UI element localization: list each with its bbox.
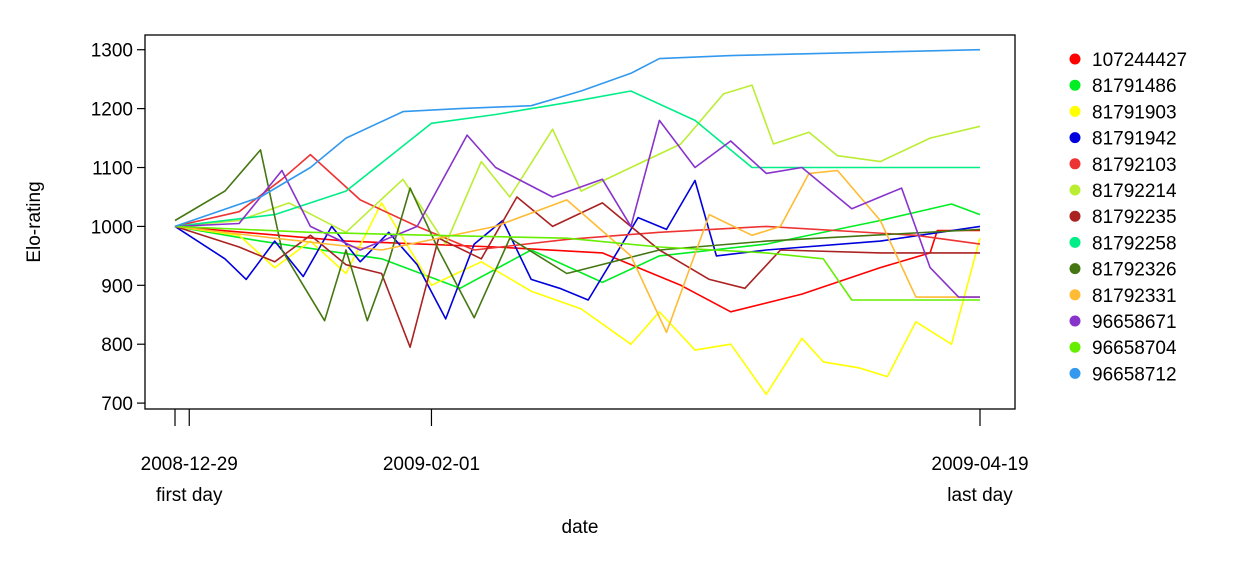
legend-marker-81791903 [1069, 105, 1081, 117]
legend-label-81792258: 81792258 [1092, 233, 1177, 254]
legend-marker-96658671 [1069, 315, 1081, 327]
series-line-81792331 [174, 169, 980, 334]
series-line-81792103 [174, 153, 981, 251]
y-axis: 700 800 900 1000 1100 1200 1300 [91, 41, 145, 415]
series-line-81791486 [174, 203, 981, 290]
x-axis: 2008-12-29 first day 2009-02-01 2009-04-19 l… [141, 409, 1029, 506]
legend-marker-81792235 [1069, 210, 1081, 222]
x-tick-label-3: 2009-04-19 [931, 454, 1028, 475]
series-line-81792258 [174, 90, 980, 228]
series-lines [174, 48, 981, 396]
legend-label-81791486: 81791486 [1092, 76, 1177, 97]
legend-label-96658704: 96658704 [1092, 338, 1177, 359]
legend-label-81792214: 81792214 [1092, 181, 1177, 202]
y-tick-label-700: 700 [101, 394, 133, 415]
legend-label-81792235: 81792235 [1092, 207, 1177, 228]
y-tick-label-1000: 1000 [91, 217, 133, 238]
series-line-107244427 [174, 225, 980, 313]
y-tick-label-1200: 1200 [91, 100, 133, 121]
legend-marker-96658712 [1069, 367, 1081, 379]
y-tick-label-1300: 1300 [91, 41, 133, 62]
legend-label-81792331: 81792331 [1092, 286, 1177, 307]
legend-marker-81791942 [1069, 132, 1081, 144]
legend-marker-107244427 [1069, 53, 1081, 65]
legend-label-96658712: 96658712 [1092, 364, 1177, 385]
series-line-81792214 [174, 84, 981, 245]
y-axis-label: Elo-rating [24, 181, 45, 262]
series-line-96658712 [174, 48, 981, 228]
x-tick-sublabel-1: first day [156, 485, 223, 506]
series-line-81792326 [174, 149, 981, 322]
legend-label-81791903: 81791903 [1092, 102, 1177, 123]
legend-marker-81792103 [1069, 158, 1081, 170]
y-tick-label-1100: 1100 [92, 159, 133, 180]
legend-label-81792103: 81792103 [1092, 155, 1177, 176]
legend-label-96658671: 96658671 [1092, 312, 1177, 333]
plot-frame [144, 34, 1016, 410]
legend-marker-81791486 [1069, 79, 1081, 91]
x-tick-sublabel-3: last day [947, 485, 1013, 506]
legend-label-81792326: 81792326 [1092, 260, 1177, 281]
series-line-81791903 [174, 202, 981, 396]
legend-label-107244427: 107244427 [1092, 50, 1187, 71]
legend-marker-96658704 [1069, 341, 1081, 353]
legend-label-81791942: 81791942 [1092, 129, 1177, 150]
legend: 107244427 81791486 81791903 81791942 8179210… [1069, 50, 1187, 385]
x-tick-label-1: 2008-12-29 [141, 454, 238, 475]
series-line-81792235 [174, 196, 980, 349]
series-line-96658704 [174, 225, 980, 301]
legend-marker-81792326 [1069, 263, 1081, 275]
y-tick-label-800: 800 [101, 335, 133, 356]
legend-marker-81792258 [1069, 236, 1081, 248]
x-axis-label: date [562, 517, 599, 538]
y-tick-label-900: 900 [101, 276, 133, 297]
x-tick-label-2: 2009-02-01 [383, 454, 480, 475]
legend-marker-81792331 [1069, 289, 1081, 301]
legend-marker-81792214 [1069, 184, 1081, 196]
series-line-81791942 [174, 179, 981, 320]
series-line-96658671 [174, 119, 980, 298]
